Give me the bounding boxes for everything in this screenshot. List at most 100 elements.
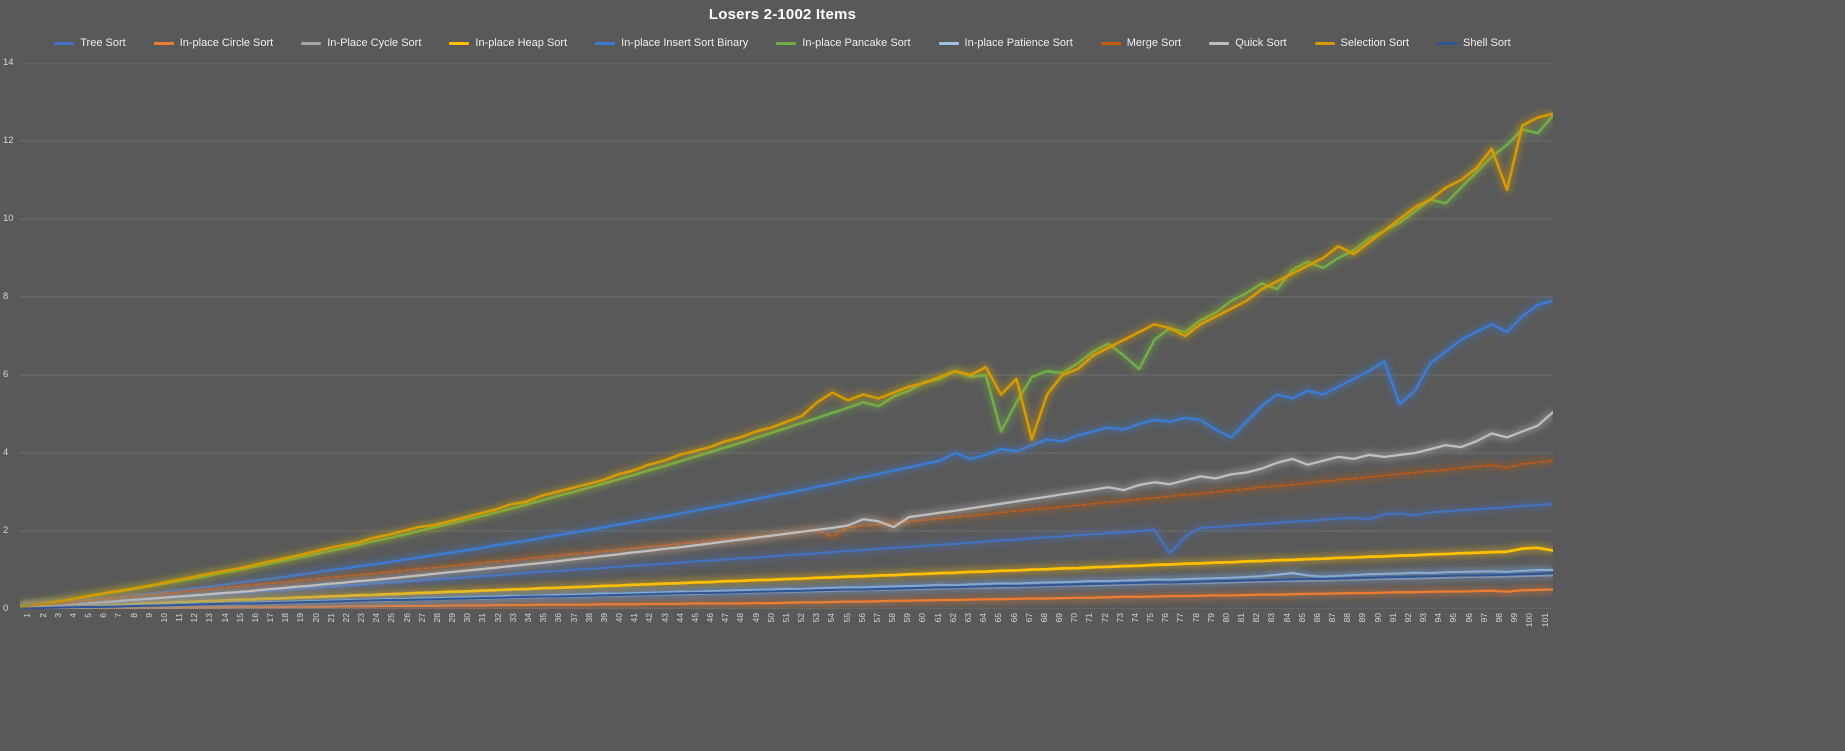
x-tick-label: 4	[67, 613, 78, 618]
x-tick: 43	[657, 613, 672, 649]
y-tick-label: 4	[3, 447, 9, 458]
x-tick: 31	[475, 613, 490, 649]
x-tick: 44	[672, 613, 687, 649]
x-tick: 42	[642, 613, 657, 649]
x-tick-label: 77	[1175, 613, 1186, 623]
x-tick-label: 36	[553, 613, 564, 623]
x-tick-label: 5	[83, 613, 94, 618]
legend-item-in-place-insert-sort-binary[interactable]: In-place Insert Sort Binary	[595, 37, 748, 49]
x-tick: 60	[915, 613, 930, 649]
x-tick-label: 99	[1509, 613, 1520, 623]
x-tick-label: 101	[1539, 613, 1550, 628]
x-tick-label: 92	[1402, 613, 1413, 623]
legend-item-shell-sort[interactable]: Shell Sort	[1437, 37, 1511, 49]
legend-line-swatch	[595, 41, 616, 45]
x-tick: 85	[1294, 613, 1309, 649]
plot-area	[20, 63, 1553, 609]
legend-item-in-place-pancake-sort[interactable]: In-place Pancake Sort	[776, 37, 911, 49]
x-tick: 9	[141, 613, 156, 649]
x-tick-label: 65	[993, 613, 1004, 623]
x-tick: 59	[900, 613, 915, 649]
chart: Losers 2-1002 Items Tree Sort In-place Ci…	[0, 6, 1565, 649]
x-tick: 38	[581, 613, 596, 649]
x-tick-label: 42	[644, 613, 655, 623]
y-tick-label: 12	[3, 135, 14, 146]
legend-item-selection-sort[interactable]: Selection Sort	[1314, 37, 1409, 49]
legend-label: Quick Sort	[1235, 37, 1287, 49]
x-tick-label: 8	[128, 613, 139, 618]
x-tick: 72	[1097, 613, 1112, 649]
series-line-selection-sort	[20, 112, 1553, 609]
x-tick-label: 88	[1342, 613, 1353, 623]
legend-label: Shell Sort	[1463, 37, 1511, 49]
x-tick: 64	[976, 613, 991, 649]
x-tick-label: 98	[1494, 613, 1504, 623]
x-tick: 10	[157, 613, 172, 649]
x-tick-label: 82	[1251, 613, 1262, 623]
x-tick: 81	[1234, 613, 1249, 649]
legend-line-swatch	[301, 41, 322, 45]
x-tick: 50	[763, 613, 778, 649]
legend-item-in-place-patience-sort[interactable]: In-place Patience Sort	[938, 37, 1073, 49]
series-line-quick-sort	[20, 410, 1553, 609]
y-tick-label: 10	[3, 213, 14, 224]
x-tick: 99	[1507, 613, 1522, 649]
series-lines	[20, 109, 1553, 609]
x-tick-label: 25	[386, 613, 397, 623]
x-tick: 83	[1264, 613, 1279, 649]
x-tick-label: 50	[765, 613, 776, 623]
x-tick: 24	[369, 613, 384, 649]
x-tick: 74	[1128, 613, 1143, 649]
x-tick: 17	[263, 613, 278, 649]
series-line-shell-sort	[20, 572, 1553, 609]
x-tick-label: 87	[1327, 613, 1338, 623]
legend-item-quick-sort[interactable]: Quick Sort	[1209, 37, 1287, 49]
x-tick: 91	[1385, 613, 1400, 649]
legend-item-in-place-circle-sort[interactable]: In-place Circle Sort	[153, 37, 273, 49]
x-tick-label: 3	[52, 613, 63, 618]
chart-legend: Tree Sort In-place Circle Sort In-Place Cy…	[0, 34, 1565, 52]
x-tick: 45	[688, 613, 703, 649]
x-tick-label: 51	[780, 613, 791, 623]
x-tick: 4	[66, 613, 81, 649]
legend-line-swatch	[449, 41, 470, 45]
legend-item-in-place-cycle-sort[interactable]: In-Place Cycle Sort	[301, 37, 421, 49]
x-tick-label: 69	[1054, 613, 1065, 623]
x-tick-label: 47	[720, 613, 731, 623]
x-tick-label: 45	[689, 613, 700, 623]
y-tick-label: 14	[3, 57, 14, 68]
x-tick: 62	[945, 613, 960, 649]
x-tick-label: 89	[1357, 613, 1368, 623]
legend-label: In-Place Cycle Sort	[327, 37, 422, 49]
x-tick: 40	[612, 613, 627, 649]
x-tick-label: 85	[1296, 613, 1307, 623]
legend-line-swatch	[1314, 41, 1335, 45]
x-tick: 98	[1492, 613, 1507, 649]
x-tick: 39	[597, 613, 612, 649]
x-tick-label: 48	[735, 613, 746, 623]
x-tick-label: 31	[477, 613, 488, 623]
x-tick-label: 24	[371, 613, 382, 623]
x-tick-label: 58	[887, 613, 898, 623]
x-tick: 18	[278, 613, 293, 649]
x-tick: 84	[1279, 613, 1294, 649]
x-tick: 77	[1173, 613, 1188, 649]
x-tick-label: 6	[98, 613, 109, 618]
x-tick-label: 23	[356, 613, 367, 623]
legend-item-tree-sort[interactable]: Tree Sort	[54, 37, 126, 49]
legend-label: In-place Pancake Sort	[802, 37, 911, 49]
x-tick-label: 11	[174, 613, 185, 622]
x-tick: 7	[111, 613, 126, 649]
x-tick-label: 76	[1160, 613, 1171, 623]
legend-item-merge-sort[interactable]: Merge Sort	[1100, 37, 1181, 49]
legend-label: Tree Sort	[80, 37, 126, 49]
x-tick: 30	[460, 613, 475, 649]
x-tick-label: 66	[1008, 613, 1019, 623]
x-tick-label: 7	[113, 613, 124, 618]
x-tick-label: 20	[310, 613, 321, 623]
x-tick-label: 56	[856, 613, 867, 623]
legend-item-in-place-heap-sort[interactable]: In-place Heap Sort	[449, 37, 567, 49]
x-tick: 82	[1249, 613, 1264, 649]
x-tick: 57	[870, 613, 885, 649]
x-tick: 14	[217, 613, 232, 649]
